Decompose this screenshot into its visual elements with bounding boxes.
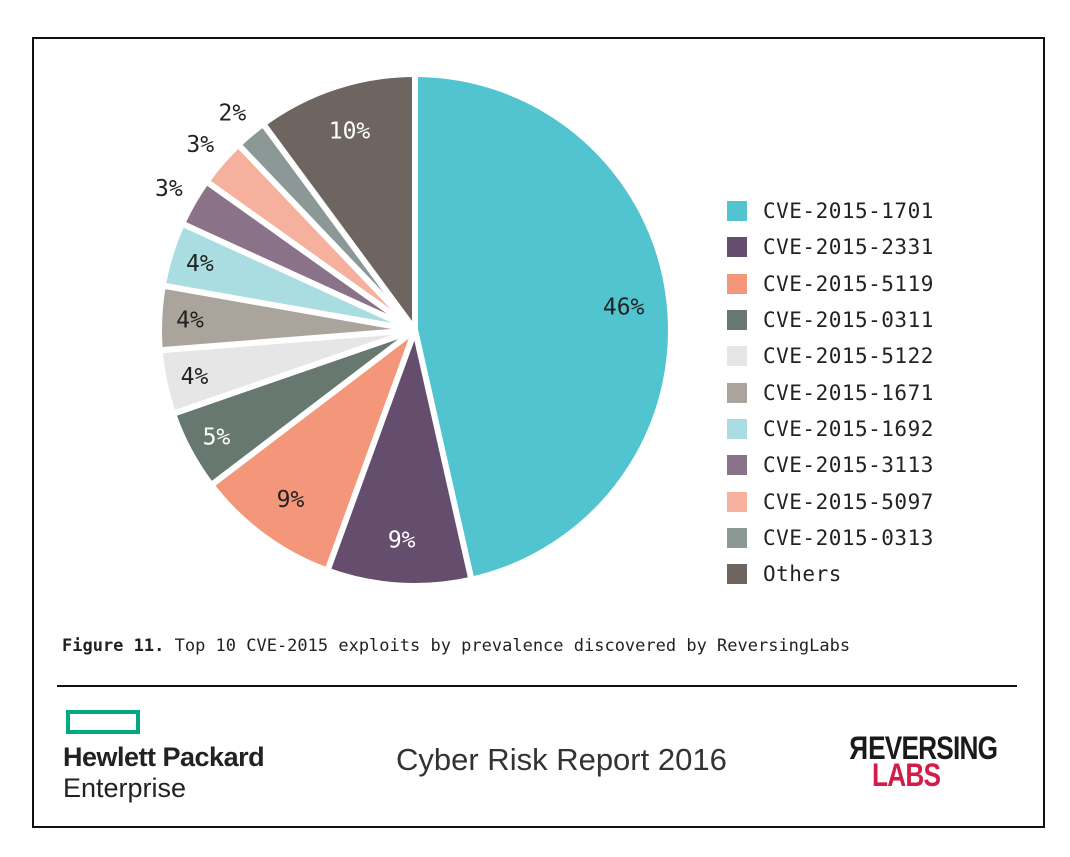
caption-figure-number: Figure 11.: [62, 636, 165, 656]
divider: [57, 685, 1017, 687]
legend-label: CVE-2015-1671: [763, 380, 934, 405]
legend-label: CVE-2015-5097: [763, 489, 934, 514]
legend-swatch: [727, 491, 747, 512]
legend-swatch: [727, 564, 747, 585]
legend-item: CVE-2015-5097: [727, 483, 934, 519]
legend-item: CVE-2015-0313: [727, 520, 934, 556]
caption-text: Top 10 CVE-2015 exploits by prevalence d…: [164, 636, 851, 656]
legend-swatch: [727, 346, 747, 367]
hpe-logo-line1: Hewlett Packard: [63, 742, 265, 772]
legend-item: CVE-2015-1692: [727, 411, 934, 447]
legend-label: CVE-2015-1692: [763, 416, 934, 441]
legend-label: CVE-2015-1701: [763, 199, 934, 224]
legend-item: CVE-2015-2331: [727, 229, 934, 265]
legend-swatch: [727, 455, 747, 476]
data-label: 4%: [176, 307, 204, 333]
legend-swatch: [727, 273, 747, 294]
legend-item: CVE-2015-5122: [727, 338, 934, 374]
legend-swatch: [727, 418, 747, 439]
reversinglabs-logo-line2: LABS: [872, 757, 941, 793]
legend-label: CVE-2015-5122: [763, 344, 934, 369]
legend-item: CVE-2015-3113: [727, 447, 934, 483]
legend-swatch: [727, 310, 747, 331]
legend: CVE-2015-1701 CVE-2015-2331 CVE-2015-5119 C…: [727, 193, 934, 592]
legend-label: CVE-2015-2331: [763, 235, 934, 260]
data-label: 3%: [186, 132, 214, 158]
pie-slice-others: [260, 71, 418, 333]
legend-swatch: [727, 237, 747, 258]
data-label: 4%: [181, 364, 209, 390]
legend-label: CVE-2015-5119: [763, 271, 934, 296]
legend-swatch: [727, 201, 747, 222]
legend-label: CVE-2015-3113: [763, 453, 934, 478]
figure-caption: Figure 11. Top 10 CVE-2015 exploits by p…: [62, 636, 850, 656]
hpe-logo-mark: [66, 710, 140, 734]
legend-item: Others: [727, 556, 934, 592]
data-label: 10%: [329, 119, 371, 145]
legend-item: CVE-2015-0311: [727, 302, 934, 338]
legend-label: CVE-2015-0311: [763, 308, 934, 333]
data-label: 2%: [218, 100, 246, 126]
reversinglabs-logo-line1: REVERSING: [850, 730, 998, 766]
legend-item: CVE-2015-1701: [727, 193, 934, 229]
legend-swatch: [727, 382, 747, 403]
legend-item: CVE-2015-5119: [727, 266, 934, 302]
legend-item: CVE-2015-1671: [727, 374, 934, 410]
data-label: 46%: [603, 295, 645, 321]
legend-label: Others: [763, 562, 842, 587]
data-label: 5%: [203, 424, 231, 450]
legend-label: CVE-2015-0313: [763, 525, 934, 550]
pie-slice-cve-2015-2331: [324, 327, 475, 589]
hpe-logo-line2: Enterprise: [63, 773, 187, 803]
figure-frame: [32, 37, 1045, 828]
data-label: 4%: [186, 251, 214, 277]
pie-slice-cve-2015-1701: [412, 71, 674, 583]
data-label: 3%: [155, 176, 183, 202]
legend-swatch: [727, 527, 747, 548]
data-label: 9%: [277, 487, 305, 513]
data-label: 9%: [388, 527, 416, 553]
pie-slice-cve-2015-5119: [208, 327, 418, 574]
report-title: Cyber Risk Report 2016: [396, 742, 727, 777]
